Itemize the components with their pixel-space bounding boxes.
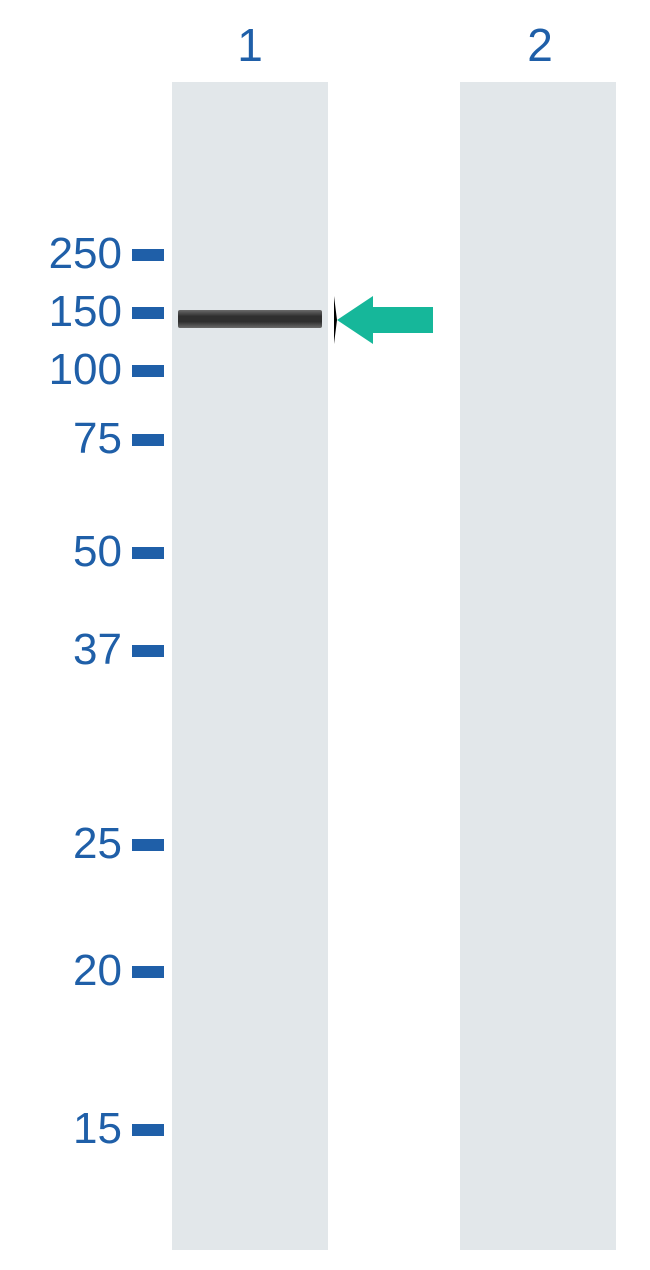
- marker-label-25: 25: [73, 819, 122, 869]
- western-blot-figure: 1 2 250 150 100 75 50 37 25 20 15: [0, 0, 650, 1270]
- marker-tick-15: [132, 1124, 164, 1136]
- band-lane1-target: [178, 310, 322, 328]
- lane-2: [460, 82, 616, 1250]
- marker-label-50: 50: [73, 527, 122, 577]
- marker-tick-37: [132, 645, 164, 657]
- marker-label-250: 250: [49, 229, 122, 279]
- marker-label-100: 100: [49, 345, 122, 395]
- marker-label-150: 150: [49, 287, 122, 337]
- marker-label-20: 20: [73, 946, 122, 996]
- marker-tick-100: [132, 365, 164, 377]
- marker-tick-250: [132, 249, 164, 261]
- target-band-arrow: [334, 296, 433, 344]
- marker-tick-75: [132, 434, 164, 446]
- arrow-left-icon: [334, 296, 373, 344]
- lane-1: [172, 82, 328, 1250]
- arrow-shaft: [373, 307, 433, 333]
- marker-tick-150: [132, 307, 164, 319]
- marker-tick-50: [132, 547, 164, 559]
- marker-label-75: 75: [73, 414, 122, 464]
- lane-label-1: 1: [220, 18, 280, 72]
- marker-tick-25: [132, 839, 164, 851]
- marker-label-15: 15: [73, 1104, 122, 1154]
- marker-tick-20: [132, 966, 164, 978]
- lane-label-2: 2: [510, 18, 570, 72]
- marker-label-37: 37: [73, 625, 122, 675]
